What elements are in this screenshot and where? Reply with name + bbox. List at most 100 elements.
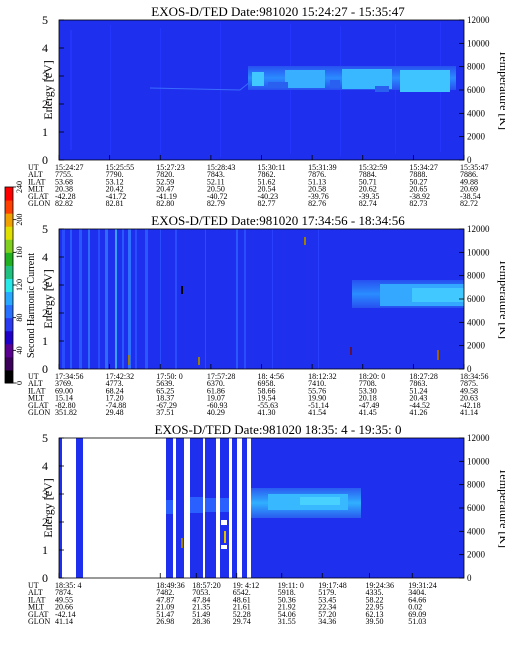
orbit-cell: 68.24: [106, 386, 124, 395]
orbit-cell: 51.47: [156, 610, 174, 619]
temperature-tick-label: 2000: [467, 550, 486, 560]
orbit-cell: 82.81: [106, 199, 124, 208]
panel-1-y2label: Temperature [K]: [497, 50, 505, 130]
colorbar-swatch: [5, 213, 13, 227]
colorbar-tick-label: 240: [15, 181, 24, 193]
orbit-cell: -55.63: [258, 401, 279, 410]
orbit-cell: 19.07: [207, 394, 225, 403]
orbit-cell: 18:35: 4: [55, 581, 81, 590]
orbit-cell: -51.14: [308, 401, 329, 410]
colorbar-swatch: [5, 200, 13, 214]
orbit-cell: 19:11: 0: [278, 581, 304, 590]
temperature-tick-label: 12000: [467, 224, 490, 234]
orbit-cell: 50.71: [359, 177, 377, 186]
orbit-cell: 51.13: [308, 177, 326, 186]
orbit-cell: 3769.: [55, 379, 73, 388]
colorbar-swatch: [5, 291, 13, 306]
orbit-cell: 7886.: [460, 170, 478, 179]
energy-tick-label: 2: [42, 306, 48, 320]
colorbar: 0 40 80 120 160 200 240 Second Harmonic Curren…: [4, 181, 37, 385]
colorbar-ticks: 0 40 80 120 160 200 240: [13, 181, 24, 385]
orbit-cell: 82.72: [460, 199, 478, 208]
orbit-cell: 20.43: [409, 394, 427, 403]
orbit-cell: 7888.: [409, 170, 427, 179]
panel-1-trace: [149, 81, 251, 91]
panel-2-y2label: Temperature [K]: [497, 259, 505, 339]
colorbar-swatch: [5, 317, 13, 332]
orbit-cell: 17:57:28: [207, 372, 235, 381]
orbit-cell: 7053.: [192, 588, 210, 597]
orbit-cell: 48.61: [233, 595, 251, 604]
orbit-row-label: ALT: [28, 170, 43, 179]
orbit-cell: 82.82: [55, 199, 73, 208]
orbit-cell: 20.66: [55, 603, 73, 612]
orbit-cell: 21.09: [156, 603, 174, 612]
temperature-tick-label: 10000: [467, 247, 490, 257]
energy-tick-label: 1: [42, 334, 48, 348]
orbit-cell: -42.28: [55, 192, 76, 201]
energy-tick-label: 0: [42, 362, 48, 376]
orbit-cell: 41.14: [460, 408, 478, 417]
orbit-cell: 6958.: [258, 379, 276, 388]
panel-2-axes: 0 1 2 3 4 5 0 2000 4000 6000 8000 10000 12000: [42, 222, 490, 376]
orbit-cell: 17:42:32: [106, 372, 134, 381]
orbit-cell: -60.93: [207, 401, 228, 410]
orbit-cell: -42.18: [460, 401, 481, 410]
energy-tick-label: 4: [42, 250, 48, 264]
orbit-cell: 61.86: [207, 386, 225, 395]
orbit-cell: 15:35:47: [460, 163, 488, 172]
orbit-cell: 31.55: [278, 617, 296, 626]
orbit-cell: 82.79: [207, 199, 225, 208]
colorbar-swatch: [5, 304, 13, 319]
panel-2-ion-band: [352, 280, 464, 308]
orbit-cell: 0.02: [408, 603, 422, 612]
orbit-cell: 49.58: [460, 386, 478, 395]
temperature-tick-label: 6000: [467, 85, 486, 95]
colorbar-swatch: [5, 187, 13, 201]
orbit-cell: 20.62: [359, 185, 377, 194]
orbit-cell: 21.92: [278, 603, 296, 612]
orbit-cell: 50.27: [409, 177, 427, 186]
temperature-tick-label: 4000: [467, 108, 486, 118]
orbit-cell: 19.54: [258, 394, 276, 403]
panel-2: EXOS-D/TED Date:981020 17:34:56 - 18:34:…: [28, 213, 505, 417]
temperature-tick-label: 6000: [467, 503, 486, 513]
orbit-row-label: MLT: [28, 185, 44, 194]
orbit-cell: 3404.: [408, 588, 426, 597]
energy-tick-label: 3: [42, 487, 48, 501]
orbit-cell: 49.55: [55, 595, 73, 604]
orbit-cell: 41.54: [308, 408, 326, 417]
orbit-cell: 40.29: [207, 408, 225, 417]
orbit-cell: 18:34:56: [460, 372, 488, 381]
panel-3-ion-band: [166, 488, 361, 548]
temperature-tick-label: 12000: [467, 433, 490, 443]
orbit-cell: 53.12: [106, 177, 124, 186]
energy-tick-label: 4: [42, 459, 48, 473]
orbit-cell: 51.24: [409, 386, 427, 395]
orbit-row-label: GLAT: [28, 401, 49, 410]
orbit-row-label: ILAT: [28, 386, 45, 395]
orbit-cell: 19.90: [308, 394, 326, 403]
temperature-tick-label: 8000: [467, 271, 486, 281]
orbit-cell: 29.48: [106, 408, 124, 417]
temperature-tick-label: 4000: [467, 317, 486, 327]
colorbar-swatch: [5, 343, 13, 358]
orbit-cell: 50.36: [278, 595, 296, 604]
energy-tick-label: 3: [42, 69, 48, 83]
temperature-tick-label: 6000: [467, 294, 486, 304]
orbit-cell: 18: 4:56: [258, 372, 284, 381]
orbit-cell: 18:20: 0: [359, 372, 385, 381]
orbit-cell: 53.68: [55, 177, 73, 186]
orbit-cell: 19: 4:12: [233, 581, 259, 590]
orbit-cell: 51.62: [258, 177, 276, 186]
orbit-cell: -40.72: [207, 192, 228, 201]
orbit-cell: 4773.: [106, 379, 124, 388]
orbit-cell: 62.13: [366, 610, 384, 619]
energy-tick-label: 5: [42, 13, 48, 27]
panel-1-ion-band: [248, 66, 456, 92]
orbit-cell: 52.28: [233, 610, 251, 619]
orbit-cell: 15:24:27: [55, 163, 83, 172]
orbit-cell: 47.87: [156, 595, 174, 604]
orbit-cell: 20.50: [207, 185, 225, 194]
